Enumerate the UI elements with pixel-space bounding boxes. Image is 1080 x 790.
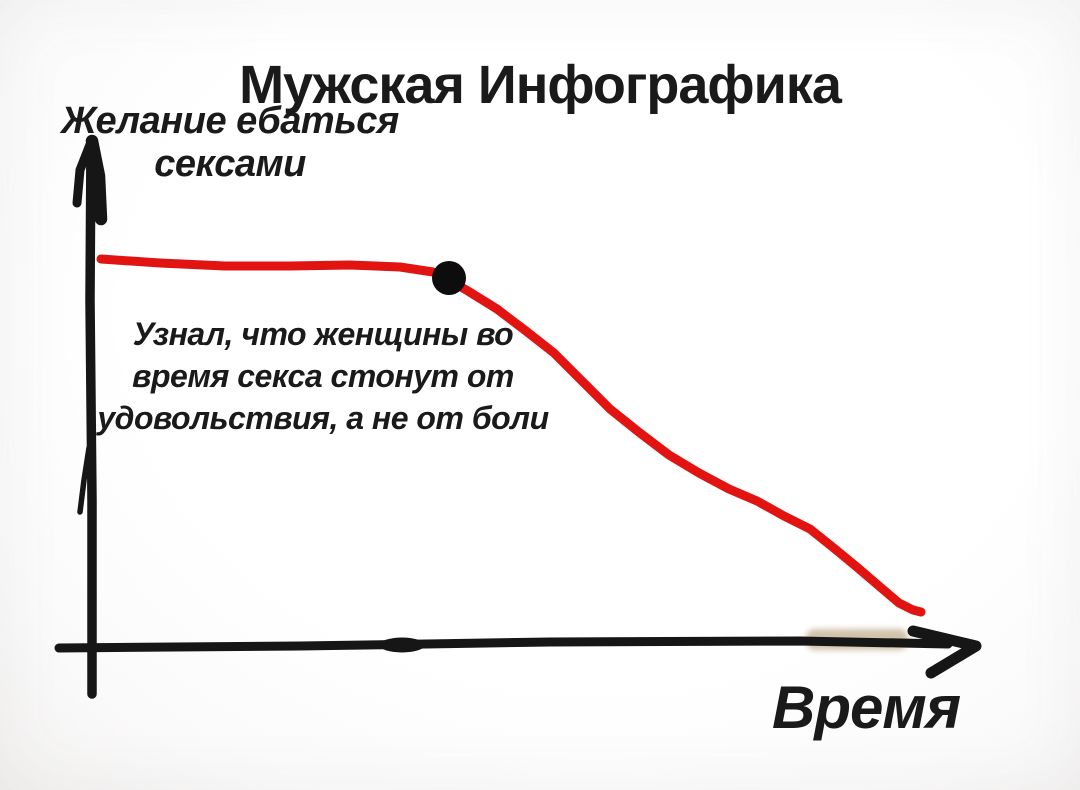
x-axis-arrowhead [907, 625, 982, 679]
x-axis-label: Время [772, 674, 961, 741]
event-annotation-line1: Узнал, что женщины во [132, 316, 514, 352]
meme-title: Мужская Инфографика [239, 55, 842, 115]
y-axis-label-line2: сексами [154, 142, 306, 185]
desire-line-series [96, 254, 926, 617]
stray-pen-mark [77, 445, 92, 515]
y-axis-label: Желание ебаться сексами [60, 100, 400, 185]
y-axis-arrowhead-right-barb [85, 134, 108, 226]
event-annotation-line3: удовольствия, а не от боли [97, 399, 549, 436]
x-axis-ink-blob [379, 637, 425, 653]
event-annotation: Узнал, что женщины во время секса стонут… [78, 314, 568, 440]
y-axis-arrowhead-left-barb [72, 137, 96, 208]
x-axis-line [54, 636, 953, 653]
y-axis-label-line1: Желание ебаться [61, 100, 399, 142]
event-point-dot [432, 261, 466, 295]
event-annotation-line2: время секса стонут от [132, 357, 514, 394]
y-axis-line [85, 137, 97, 699]
